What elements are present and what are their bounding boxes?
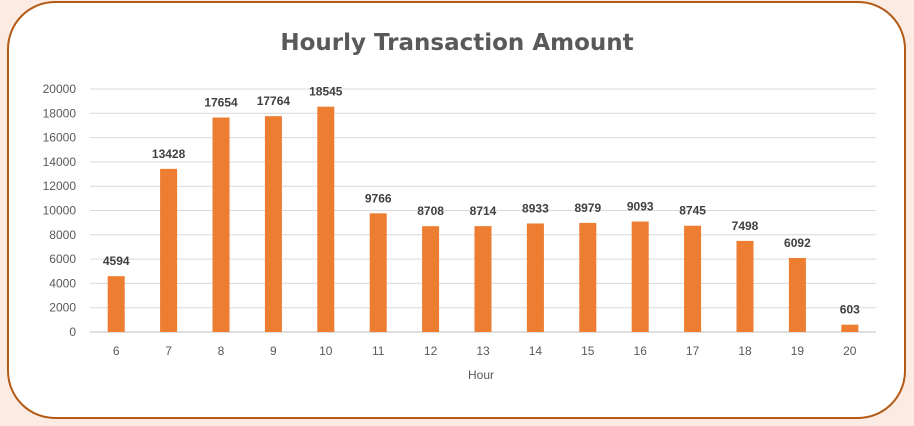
- data-label: 9766: [365, 191, 392, 205]
- x-tick-label: 13: [476, 344, 490, 358]
- x-tick-label: 7: [165, 344, 172, 358]
- data-label: 17654: [204, 96, 238, 110]
- bar: [526, 223, 544, 332]
- y-tick-label: 16000: [43, 131, 77, 145]
- data-label: 4594: [103, 254, 130, 268]
- data-label: 8979: [574, 201, 601, 215]
- bar: [736, 240, 754, 332]
- x-tick-label: 18: [738, 344, 752, 358]
- x-tick-label: 12: [424, 344, 438, 358]
- data-label: 8933: [522, 201, 549, 215]
- x-tick-label: 8: [218, 344, 225, 358]
- bar: [579, 222, 597, 332]
- data-label: 17764: [257, 94, 291, 108]
- bar: [474, 226, 492, 332]
- bar: [107, 276, 125, 332]
- bar: [841, 324, 859, 332]
- x-tick-label: 19: [791, 344, 805, 358]
- bar: [684, 225, 702, 332]
- x-tick-label: 20: [843, 344, 857, 358]
- data-label: 9093: [627, 200, 654, 214]
- data-label: 603: [840, 303, 860, 317]
- x-tick-label: 14: [529, 344, 543, 358]
- bars: [107, 106, 859, 333]
- y-tick-label: 18000: [43, 106, 77, 120]
- y-tick-label: 2000: [49, 301, 76, 315]
- bar: [422, 226, 440, 332]
- x-tick-label: 9: [270, 344, 277, 358]
- bar: [631, 221, 649, 332]
- x-tick-label: 6: [113, 344, 120, 358]
- data-label: 18545: [309, 85, 343, 99]
- data-labels: 4594 13428 17654 17764 18545 9766 8708 8714 8933…: [103, 85, 860, 317]
- y-tick-label: 14000: [43, 155, 77, 169]
- x-tick-label: 16: [634, 344, 648, 358]
- x-tick-label: 10: [319, 344, 333, 358]
- y-tick-label: 4000: [49, 276, 76, 290]
- y-tick-label: 20000: [43, 82, 77, 96]
- y-tick-label: 8000: [49, 228, 76, 242]
- y-axis: 0 2000 4000 6000 8000 10000 12000 14000 16000 180…: [43, 82, 77, 339]
- data-label: 13428: [152, 147, 186, 161]
- bar: [788, 257, 806, 332]
- bar: [369, 213, 387, 332]
- data-label: 8714: [470, 204, 497, 218]
- bar: [160, 168, 178, 332]
- data-label: 8745: [679, 204, 706, 218]
- y-tick-label: 10000: [43, 204, 77, 218]
- bar: [264, 116, 282, 333]
- bar: [212, 117, 230, 332]
- x-axis: 6 7 8 9 10 11 12 13 14 15 16 17 18 19 20: [113, 344, 857, 358]
- data-label: 6092: [784, 236, 811, 250]
- x-tick-label: 15: [581, 344, 595, 358]
- x-tick-label: 17: [686, 344, 700, 358]
- data-label: 8708: [417, 204, 444, 218]
- chart-title: Hourly Transaction Amount: [280, 30, 634, 56]
- y-tick-label: 0: [69, 325, 76, 339]
- x-axis-title: Hour: [468, 368, 494, 382]
- y-tick-label: 12000: [43, 179, 77, 193]
- x-tick-label: 11: [372, 344, 385, 358]
- bar: [317, 106, 335, 332]
- y-tick-label: 6000: [49, 252, 76, 266]
- data-label: 7498: [732, 219, 759, 233]
